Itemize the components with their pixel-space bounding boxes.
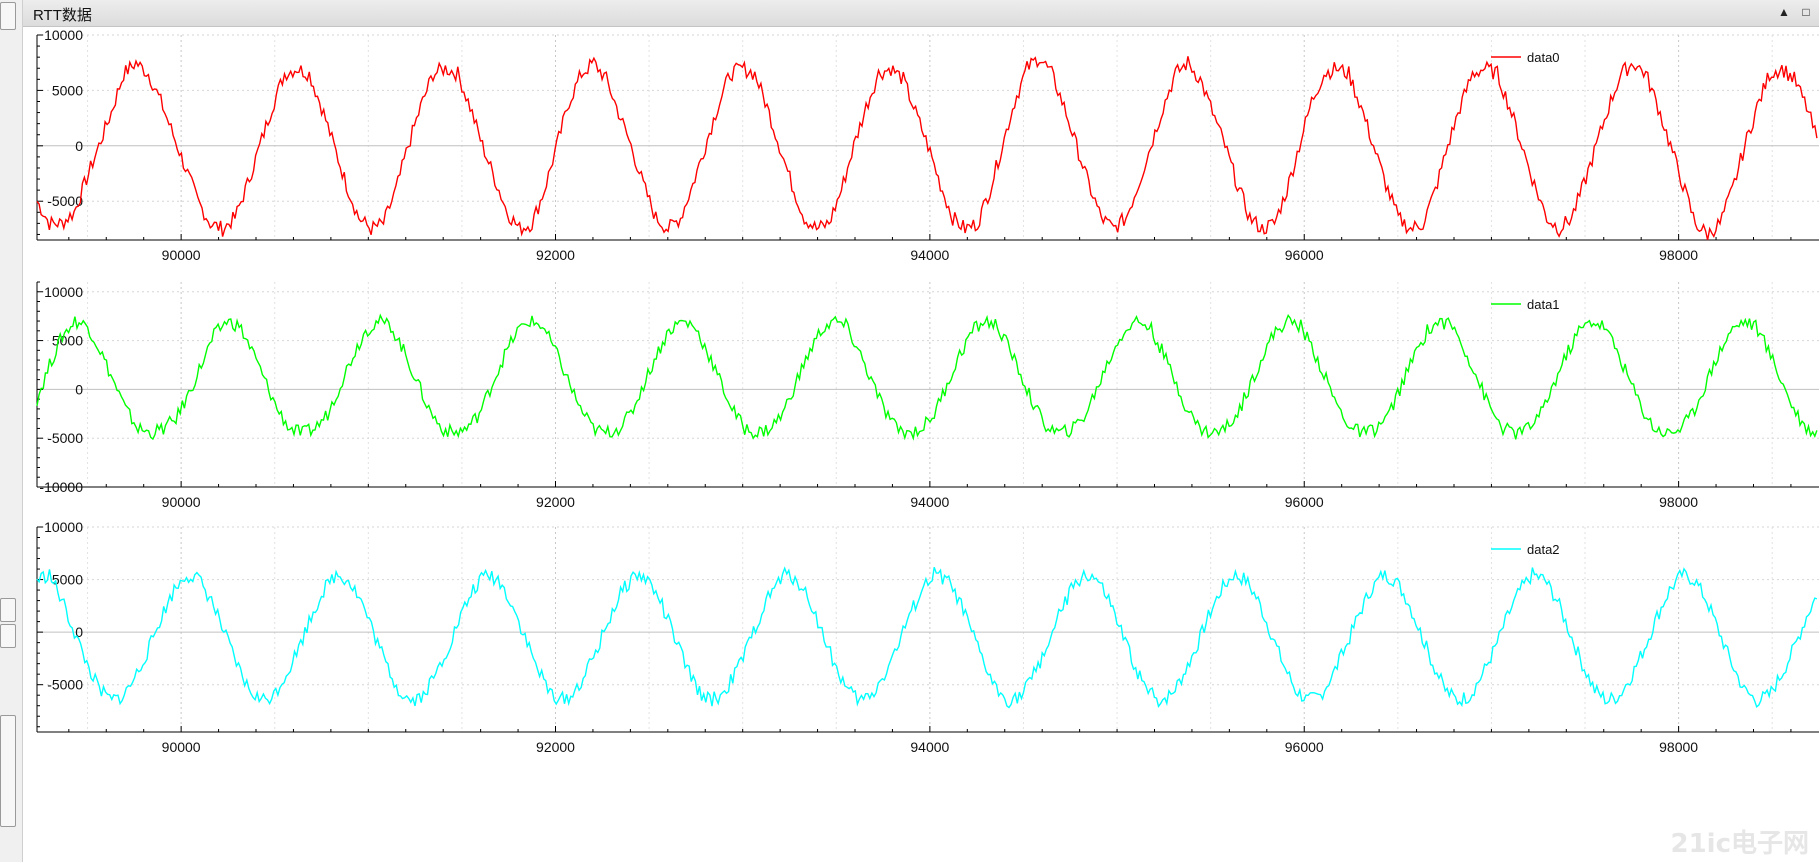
y-tick-label: -5000 bbox=[47, 193, 83, 209]
x-tick-label: 92000 bbox=[536, 247, 575, 263]
y-tick-label: 0 bbox=[75, 138, 83, 154]
x-tick-label: 96000 bbox=[1285, 739, 1324, 755]
y-tick-label: 0 bbox=[75, 381, 83, 397]
x-tick-label: 94000 bbox=[910, 494, 949, 510]
series-line-data0 bbox=[36, 56, 1818, 241]
x-tick-label: 90000 bbox=[162, 247, 201, 263]
y-tick-label: -5000 bbox=[47, 677, 83, 693]
plots-svg: 10000 5000 0 -5000 90000 92000 94000 96000 98000… bbox=[36, 27, 1819, 755]
x-tick-label: 96000 bbox=[1285, 494, 1324, 510]
left-panel-play-icon[interactable] bbox=[0, 598, 16, 622]
series-line-data2 bbox=[36, 566, 1818, 709]
y-tick-label: 0 bbox=[75, 624, 83, 640]
series-line-data1 bbox=[36, 313, 1818, 441]
x-tick-label: 96000 bbox=[1285, 247, 1324, 263]
x-tick-label: 98000 bbox=[1659, 247, 1698, 263]
left-panel-cursor-icon[interactable] bbox=[0, 624, 16, 648]
watermark-logo: 21ic电子网 bbox=[1670, 829, 1809, 859]
x-tick-label: 98000 bbox=[1659, 494, 1698, 510]
x-tick-label: 94000 bbox=[910, 247, 949, 263]
y-tick-label: 5000 bbox=[52, 572, 83, 588]
y-tick-label: 5000 bbox=[52, 82, 83, 98]
panel-titlebar: RTT数据 ▲ □ bbox=[23, 0, 1819, 27]
float-button[interactable]: □ bbox=[1802, 5, 1810, 19]
panel-title: RTT数据 bbox=[33, 7, 92, 24]
left-panel-scrollbar[interactable] bbox=[0, 715, 16, 827]
y-tick-label: -5000 bbox=[47, 430, 83, 446]
y-tick-label: 10000 bbox=[44, 27, 83, 43]
x-tick-label: 90000 bbox=[162, 739, 201, 755]
y-tick-label: 5000 bbox=[52, 333, 83, 349]
left-panel-strip bbox=[0, 0, 23, 862]
x-tick-label: 98000 bbox=[1659, 739, 1698, 755]
y-tick-label: -10000 bbox=[39, 479, 83, 495]
x-tick-label: 92000 bbox=[536, 739, 575, 755]
legend-label: data2 bbox=[1527, 542, 1560, 557]
legend-label: data0 bbox=[1527, 50, 1560, 65]
collapse-button[interactable]: ▲ bbox=[1778, 5, 1790, 19]
y-tick-label: 10000 bbox=[44, 519, 83, 535]
x-tick-label: 90000 bbox=[162, 494, 201, 510]
legend-label: data1 bbox=[1527, 297, 1560, 312]
y-tick-label: 10000 bbox=[44, 284, 83, 300]
left-panel-button-top[interactable] bbox=[0, 2, 16, 30]
x-tick-label: 94000 bbox=[910, 739, 949, 755]
plots-container: 10000 5000 0 -5000 90000 92000 94000 96000 98000… bbox=[23, 27, 1819, 862]
x-tick-label: 92000 bbox=[536, 494, 575, 510]
